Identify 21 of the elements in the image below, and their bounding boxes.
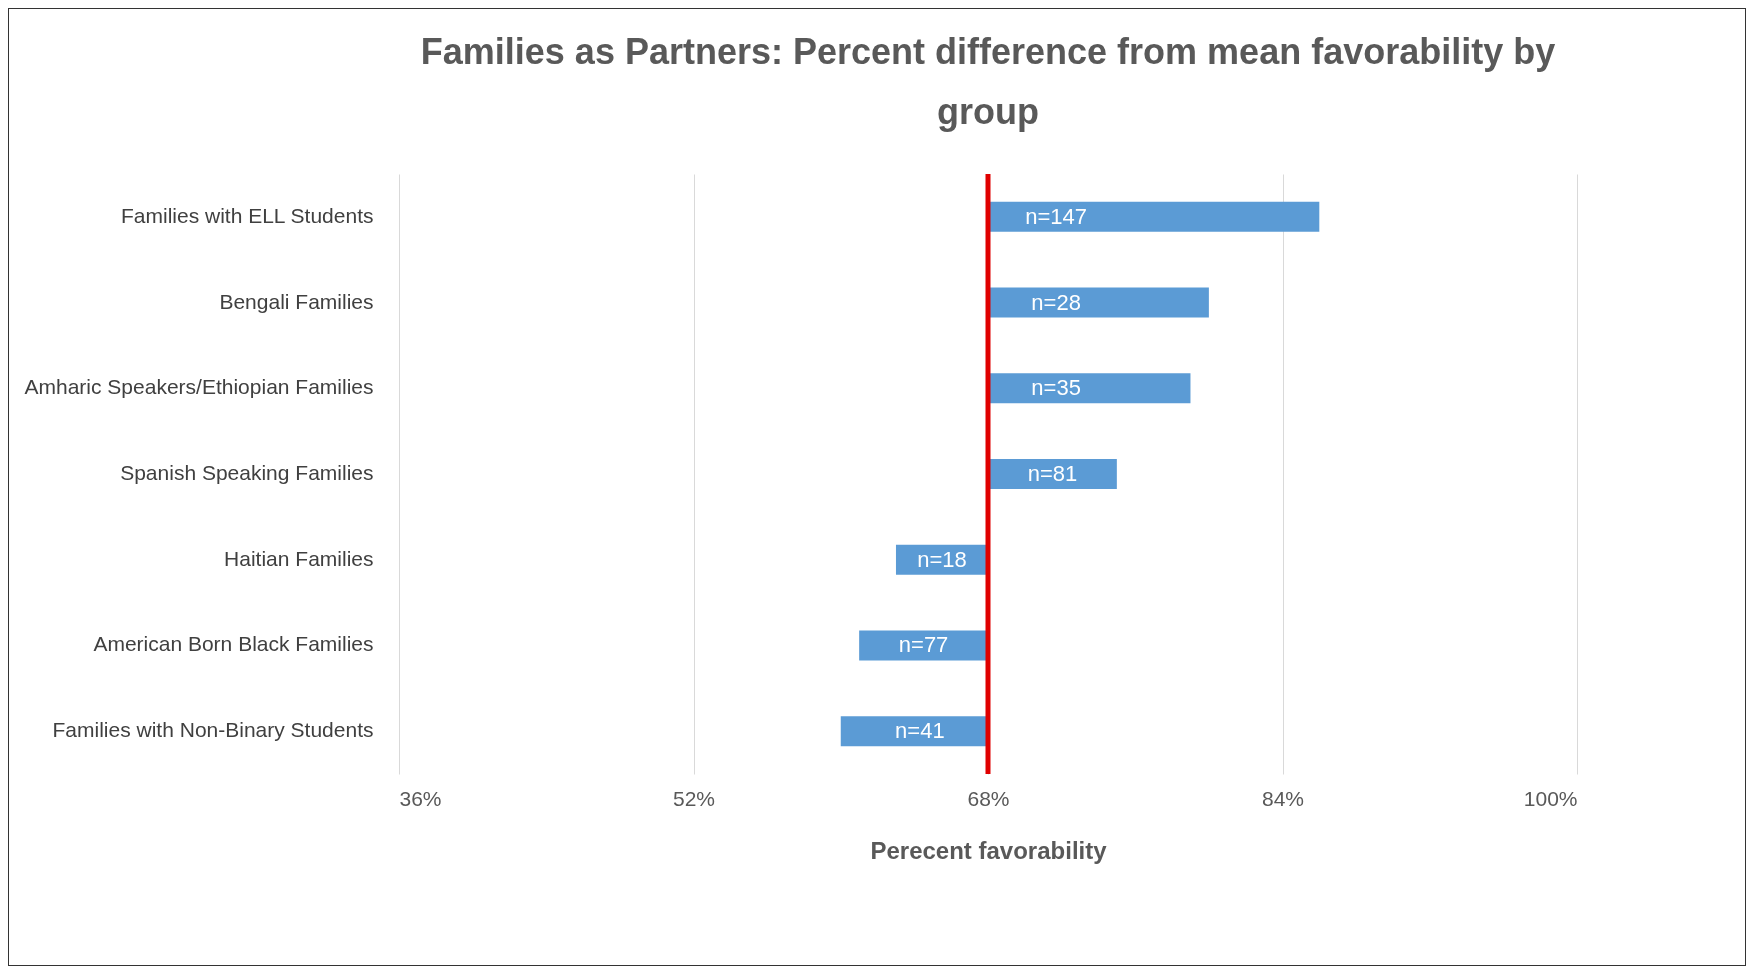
y-tick-label: Families with ELL Students xyxy=(120,203,374,227)
y-tick-label: American Born Black Families xyxy=(93,632,374,656)
annotation: n=81 xyxy=(1027,461,1078,486)
x-tick-label: 100% xyxy=(1523,786,1578,810)
x-axis-title: Perecent favorability xyxy=(870,836,1108,864)
annotation: n=77 xyxy=(898,632,949,658)
chart-title: Families as Partners: Percent difference from mean favorability by group xyxy=(420,30,1556,132)
y-tick-label: Families with Non-Binary Students xyxy=(52,718,374,742)
y-tick-label: Spanish Speaking Families xyxy=(120,461,374,484)
annotation: n=147 xyxy=(1025,203,1087,229)
y-tick-label: Haitian Families xyxy=(224,546,374,570)
annotation: n=28 xyxy=(1031,289,1081,315)
x-tick-label: 84% xyxy=(1261,786,1305,810)
y-tick-label: Amharic Speakers/Ethiopian Families xyxy=(24,375,374,399)
x-tick-label: 52% xyxy=(672,786,716,810)
x-tick-label: 36% xyxy=(399,786,442,810)
y-tick-label: Bengali Families xyxy=(219,289,374,313)
annotation: n=41 xyxy=(895,718,945,744)
annotation: n=35 xyxy=(1031,375,1081,401)
x-tick-label: 68% xyxy=(967,786,1010,810)
annotation: n=18 xyxy=(917,546,967,572)
